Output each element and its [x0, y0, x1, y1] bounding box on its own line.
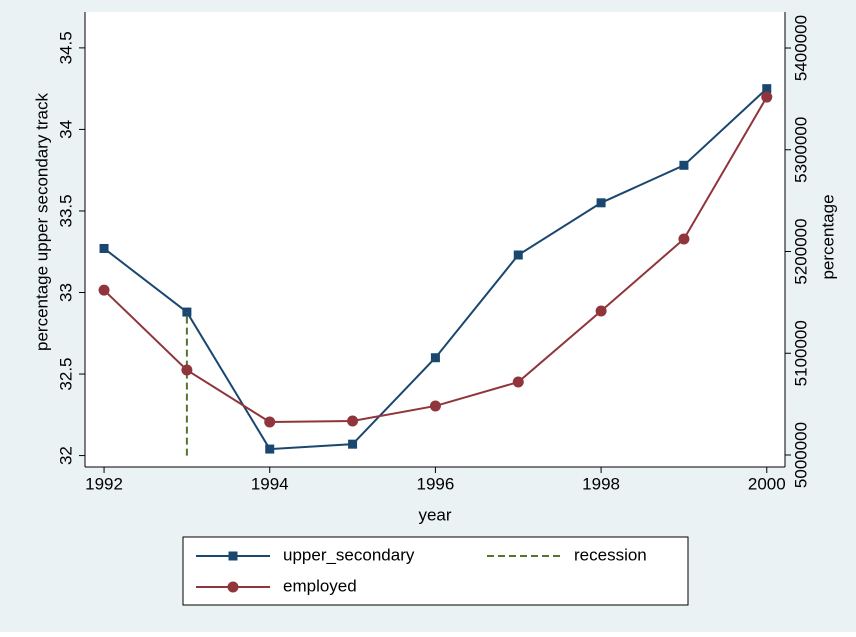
y-tick-label: 34.5: [56, 31, 75, 64]
point: [348, 439, 358, 449]
point: [595, 305, 607, 317]
point: [761, 91, 773, 103]
legend-label: recession: [574, 545, 647, 564]
point: [512, 376, 524, 388]
plot-area: [85, 12, 785, 467]
point: [596, 198, 606, 208]
y2-tick-label: 5400000: [791, 15, 810, 81]
point: [678, 233, 690, 245]
y2-axis-title: percentage: [818, 194, 837, 279]
point: [265, 444, 275, 454]
point: [181, 364, 193, 376]
point: [679, 160, 689, 170]
point: [99, 243, 109, 253]
point: [762, 84, 772, 94]
x-tick-label: 1998: [582, 474, 620, 493]
legend-label: employed: [283, 576, 357, 595]
point: [264, 416, 276, 428]
x-tick-label: 1994: [251, 474, 289, 493]
legend-label: upper_secondary: [283, 545, 415, 564]
legend-box: [182, 536, 689, 606]
y2-tick-label: 5100000: [791, 320, 810, 386]
x-axis-title: year: [418, 505, 451, 524]
y-tick-label: 34: [56, 120, 75, 139]
y2-tick-label: 5000000: [791, 422, 810, 488]
y-tick-label: 33: [56, 283, 75, 302]
point: [513, 250, 523, 260]
point: [429, 400, 441, 412]
x-tick-label: 1996: [417, 474, 455, 493]
y-axis-title: percentage upper secondary track: [32, 93, 51, 351]
y2-tick-label: 5200000: [791, 218, 810, 284]
x-tick-label: 1992: [85, 474, 123, 493]
y-tick-label: 33.5: [56, 194, 75, 227]
y2-tick-label: 5300000: [791, 117, 810, 183]
y-tick-label: 32.5: [56, 357, 75, 390]
point: [98, 284, 110, 296]
point: [347, 415, 359, 427]
y-tick-label: 32: [56, 446, 75, 465]
legend-marker: [228, 551, 238, 561]
x-tick-label: 2000: [748, 474, 786, 493]
legend-marker: [227, 581, 239, 593]
point: [430, 353, 440, 363]
